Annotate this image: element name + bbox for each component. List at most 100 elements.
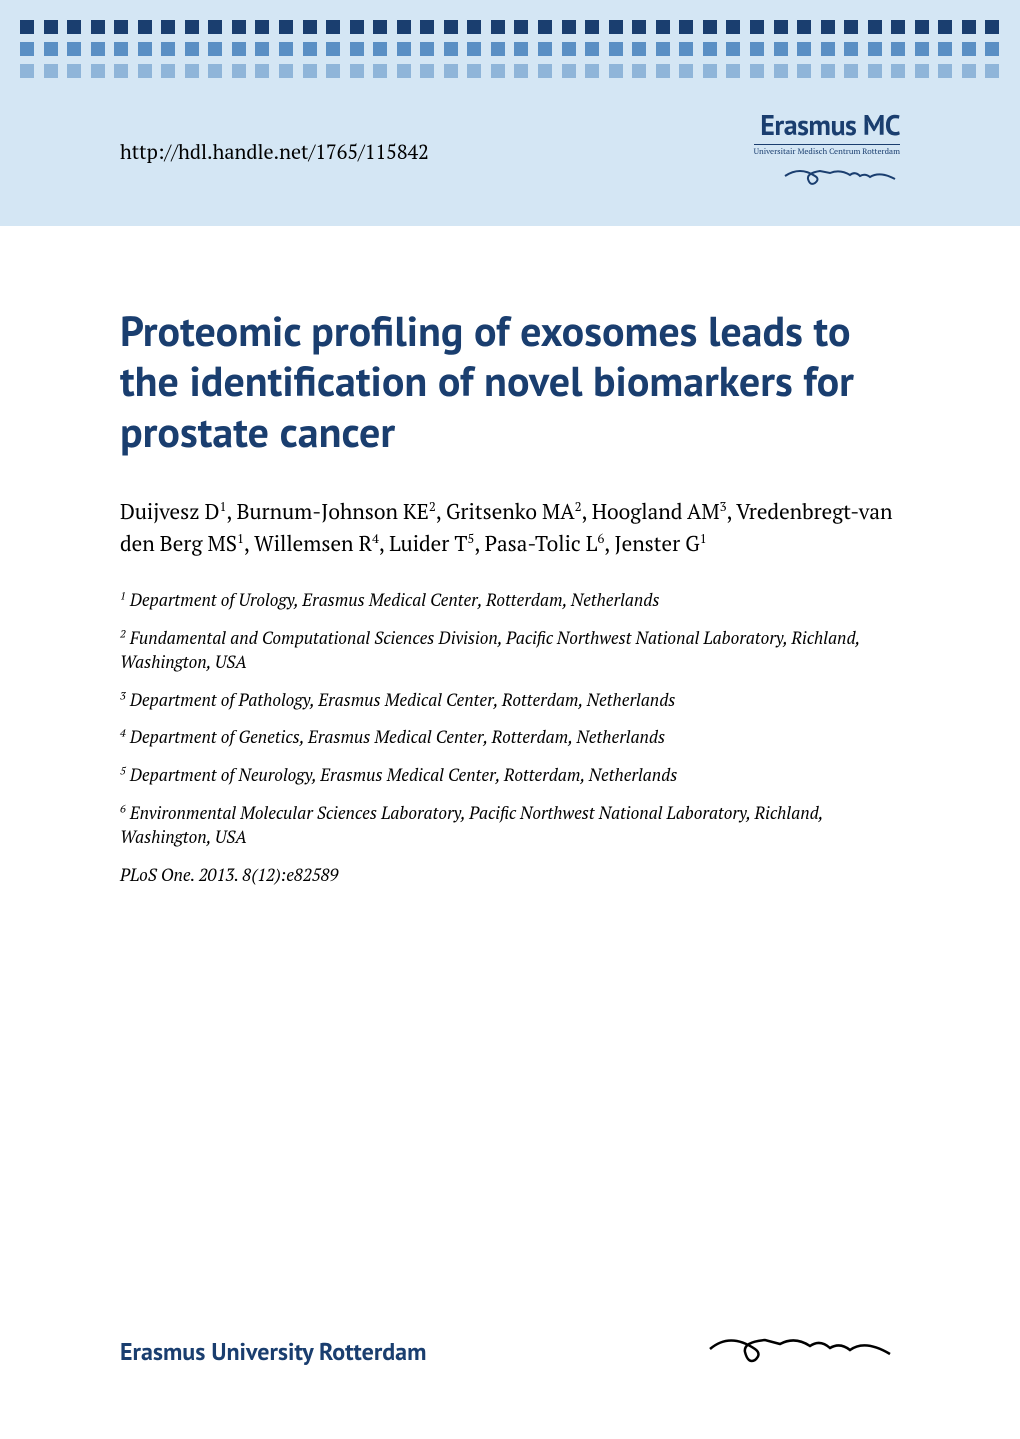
decorative-dot <box>821 64 835 78</box>
decorative-dot <box>114 64 128 78</box>
dot-row <box>20 20 1000 34</box>
citation: PLoS One. 2013. 8(12):e82589 <box>120 863 900 886</box>
decorative-dot <box>491 20 505 34</box>
decorative-dot <box>774 64 788 78</box>
decorative-dot <box>397 42 411 56</box>
decorative-dot <box>91 64 105 78</box>
main-content: Proteomic profiling of exosomes leads to… <box>0 226 1020 886</box>
decorative-dot <box>467 42 481 56</box>
decorative-dot <box>514 64 528 78</box>
affiliation-item: 1 Department of Urology, Erasmus Medical… <box>120 588 900 612</box>
decorative-dot <box>67 20 81 34</box>
decorative-dot <box>915 20 929 34</box>
decorative-dot <box>915 64 929 78</box>
decorative-dot <box>491 42 505 56</box>
decorative-dot <box>585 64 599 78</box>
decorative-dot <box>138 64 152 78</box>
decorative-dot <box>632 42 646 56</box>
decorative-dot <box>326 20 340 34</box>
decorative-dot <box>750 64 764 78</box>
decorative-dot <box>161 42 175 56</box>
decorative-dot <box>91 42 105 56</box>
decorative-dot <box>726 64 740 78</box>
decorative-dot <box>138 20 152 34</box>
decorative-dot <box>138 42 152 56</box>
decorative-dot <box>208 64 222 78</box>
decorative-dot <box>797 42 811 56</box>
decorative-dot <box>632 20 646 34</box>
decorative-dot <box>255 42 269 56</box>
decorative-dot <box>726 20 740 34</box>
decorative-dot <box>114 20 128 34</box>
decorative-dot <box>632 64 646 78</box>
decorative-dot <box>350 42 364 56</box>
header-content: http://hdl.handle.net/1765/115842 Erasmu… <box>0 106 1020 196</box>
decorative-dot <box>656 20 670 34</box>
decorative-dot <box>868 42 882 56</box>
decorative-dot <box>679 42 693 56</box>
decorative-dot <box>891 64 905 78</box>
decorative-dot <box>821 42 835 56</box>
affiliation-item: 5 Department of Neurology, Erasmus Medic… <box>120 763 900 787</box>
authors-list: Duijvesz D1, Burnum-Johnson KE2, Gritsen… <box>120 497 900 560</box>
decorative-dot <box>20 20 34 34</box>
decorative-dot <box>420 64 434 78</box>
decorative-dot <box>538 42 552 56</box>
decorative-dot <box>844 42 858 56</box>
decorative-dot <box>656 42 670 56</box>
footer-university-name: Erasmus University Rotterdam <box>120 1336 426 1367</box>
decorative-dot <box>279 42 293 56</box>
decorative-dot <box>350 64 364 78</box>
decorative-dot <box>962 20 976 34</box>
decorative-dot <box>303 20 317 34</box>
decorative-dot <box>44 64 58 78</box>
paper-title: Proteomic profiling of exosomes leads to… <box>120 306 900 457</box>
decorative-dot <box>279 64 293 78</box>
logo-main-text: Erasmus MC <box>754 106 900 143</box>
decorative-dot <box>891 42 905 56</box>
decorative-dot <box>232 20 246 34</box>
decorative-dot <box>514 20 528 34</box>
decorative-dot <box>985 64 999 78</box>
decorative-dot <box>232 64 246 78</box>
decorative-dot <box>467 64 481 78</box>
decorative-dot <box>467 20 481 34</box>
decorative-dot <box>444 42 458 56</box>
affiliation-item: 6 Environmental Molecular Sciences Labor… <box>120 801 900 849</box>
decorative-dot <box>373 42 387 56</box>
decorative-dot <box>114 42 128 56</box>
decorative-dot <box>962 64 976 78</box>
decorative-dot <box>397 64 411 78</box>
decorative-dot <box>821 20 835 34</box>
decorative-dot <box>491 64 505 78</box>
decorative-dot <box>774 20 788 34</box>
decorative-dot <box>91 20 105 34</box>
erasmus-mc-logo: Erasmus MC Universitair Medisch Centrum … <box>754 106 900 196</box>
decorative-dot <box>538 20 552 34</box>
decorative-dot <box>703 64 717 78</box>
decorative-dot <box>397 20 411 34</box>
decorative-dot <box>609 20 623 34</box>
handle-url: http://hdl.handle.net/1765/115842 <box>120 138 429 165</box>
decorative-dot <box>609 64 623 78</box>
decorative-dot <box>326 64 340 78</box>
decorative-dot <box>938 20 952 34</box>
decorative-dot <box>67 42 81 56</box>
decorative-dot <box>703 20 717 34</box>
decorative-dot <box>185 64 199 78</box>
decorative-dot <box>891 20 905 34</box>
decorative-dot <box>703 42 717 56</box>
decorative-dot <box>609 42 623 56</box>
decorative-dot <box>185 20 199 34</box>
dot-row <box>20 42 1000 56</box>
affiliation-item: 3 Department of Pathology, Erasmus Medic… <box>120 688 900 712</box>
decorative-dot <box>444 64 458 78</box>
decorative-dot <box>208 42 222 56</box>
decorative-dot <box>915 42 929 56</box>
decorative-dot <box>44 20 58 34</box>
decorative-dot <box>938 42 952 56</box>
decorative-dot <box>350 20 364 34</box>
decorative-dot <box>538 64 552 78</box>
logo-sub-text: Universitair Medisch Centrum Rotterdam <box>754 144 900 157</box>
decorative-dot <box>67 64 81 78</box>
